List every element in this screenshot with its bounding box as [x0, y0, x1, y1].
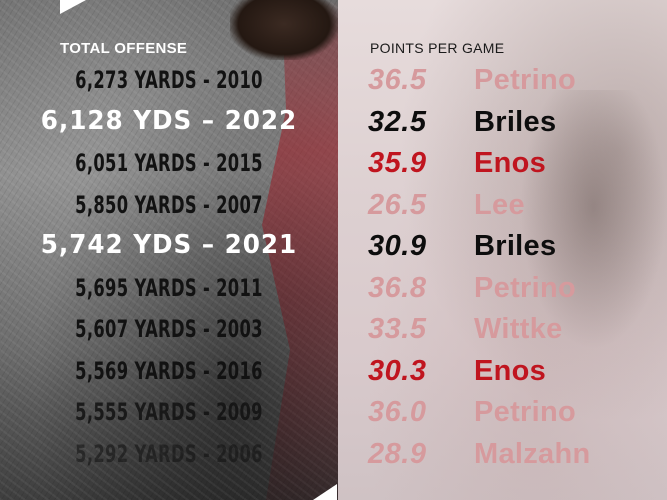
total-offense-value: 5,850 YARDS - 2007: [75, 190, 263, 219]
points-per-game-value: 36.0: [368, 396, 427, 428]
total-offense-value: 6,051 YARDS - 2015: [75, 149, 263, 177]
total-offense-value: 5,607 YARDS - 2003: [75, 315, 263, 343]
coach-name: Petrino: [474, 271, 576, 304]
total-offense-value: 5,695 YARDS - 2011: [75, 273, 263, 302]
stat-row: 5,607 YARDS - 2003 33.5 Wittke: [0, 313, 667, 353]
points-per-game-value: 32.5: [368, 105, 427, 138]
coach-name: Briles: [474, 105, 557, 138]
total-offense-value: 6,128 YDS – 2022: [40, 105, 298, 136]
total-offense-value: 5,555 YARDS - 2009: [75, 398, 263, 426]
player-photo-shade: [520, 90, 667, 350]
total-offense-value: 5,742 YDS – 2021: [40, 230, 298, 260]
stat-row: 6,273 YARDS - 2010 36.5 Petrino: [0, 64, 667, 104]
points-per-game-value: 28.9: [368, 437, 427, 470]
total-offense-header: TOTAL OFFENSE: [60, 40, 188, 57]
total-offense-value: 6,273 YARDS - 2010: [75, 66, 263, 94]
coach-name: Enos: [474, 354, 547, 387]
stat-row: 6,051 YARDS - 2015 35.9 Enos: [0, 147, 667, 187]
total-offense-value: 5,569 YARDS - 2016: [75, 356, 263, 385]
points-per-game-value: 36.8: [368, 271, 427, 304]
points-per-game-value: 30.3: [368, 354, 427, 387]
coach-name: Wittke: [474, 313, 563, 345]
stat-row: 5,555 YARDS - 2009 36.0 Petrino: [0, 396, 667, 436]
points-per-game-value: 35.9: [368, 147, 427, 179]
coach-name: Malzahn: [474, 437, 591, 470]
total-offense-value: 5,292 YARDS - 2006: [75, 439, 263, 468]
stat-row: 5,569 YARDS - 2016 30.3 Enos: [0, 355, 667, 395]
coach-name: Enos: [474, 147, 547, 179]
points-per-game-header: POINTS PER GAME: [370, 40, 505, 56]
coach-name: Briles: [474, 230, 557, 262]
stat-row: 6,128 YDS – 2022 32.5 Briles: [0, 106, 667, 146]
stat-row: 5,695 YARDS - 2011 36.8 Petrino: [0, 272, 667, 312]
coach-name: Petrino: [474, 64, 576, 96]
points-per-game-value: 36.5: [368, 64, 427, 96]
coach-name: Petrino: [474, 396, 576, 428]
stat-row: 5,850 YARDS - 2007 26.5 Lee: [0, 189, 667, 229]
points-per-game-value: 33.5: [368, 313, 427, 345]
player-photo-fragment: [230, 0, 338, 60]
stat-row: 5,742 YDS – 2021 30.9 Briles: [0, 230, 667, 270]
points-per-game-value: 30.9: [368, 230, 427, 262]
coach-name: Lee: [474, 188, 525, 221]
right-background-panel: [338, 0, 667, 500]
stat-row: 5,292 YARDS - 2006 28.9 Malzahn: [0, 438, 667, 478]
points-per-game-value: 26.5: [368, 188, 427, 221]
